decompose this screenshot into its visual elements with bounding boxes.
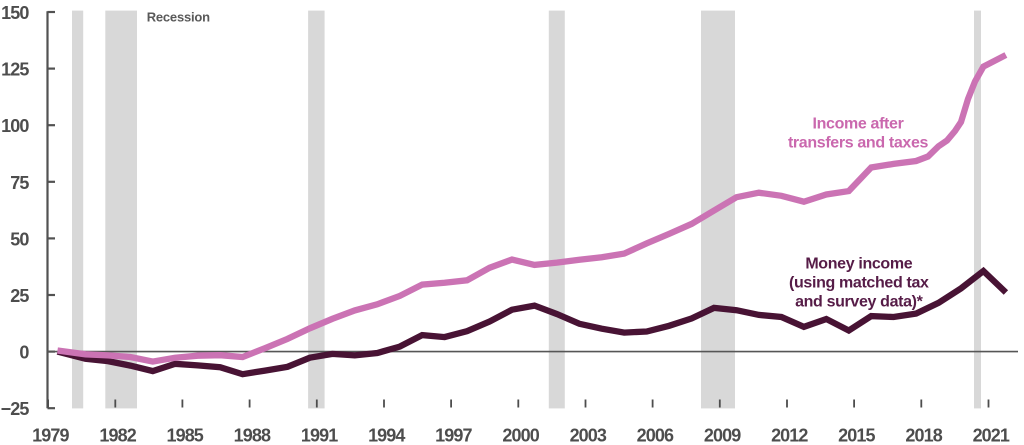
svg-text:2012: 2012 — [771, 425, 808, 445]
svg-text:75: 75 — [10, 173, 29, 193]
svg-text:0: 0 — [19, 343, 29, 363]
svg-text:2009: 2009 — [704, 425, 741, 445]
svg-text:−25: −25 — [1, 399, 30, 419]
svg-text:1985: 1985 — [166, 425, 203, 445]
svg-text:2003: 2003 — [570, 425, 607, 445]
svg-text:1997: 1997 — [435, 425, 472, 445]
svg-text:1979: 1979 — [32, 425, 69, 445]
svg-text:150: 150 — [1, 3, 29, 23]
svg-text:2015: 2015 — [838, 425, 875, 445]
svg-text:2000: 2000 — [502, 425, 539, 445]
svg-text:25: 25 — [10, 286, 29, 306]
svg-text:50: 50 — [10, 229, 29, 249]
svg-text:Recession: Recession — [147, 10, 210, 25]
svg-text:Money income(using matched tax: Money income (using matched tax and survey… — [789, 255, 929, 310]
svg-text:1994: 1994 — [368, 425, 405, 445]
svg-text:1988: 1988 — [234, 425, 271, 445]
svg-text:2021: 2021 — [973, 425, 1010, 445]
svg-text:125: 125 — [1, 60, 29, 80]
svg-text:1982: 1982 — [99, 425, 136, 445]
svg-text:2018: 2018 — [905, 425, 942, 445]
svg-text:2006: 2006 — [637, 425, 674, 445]
svg-text:100: 100 — [1, 116, 29, 136]
svg-text:1991: 1991 — [301, 425, 338, 445]
